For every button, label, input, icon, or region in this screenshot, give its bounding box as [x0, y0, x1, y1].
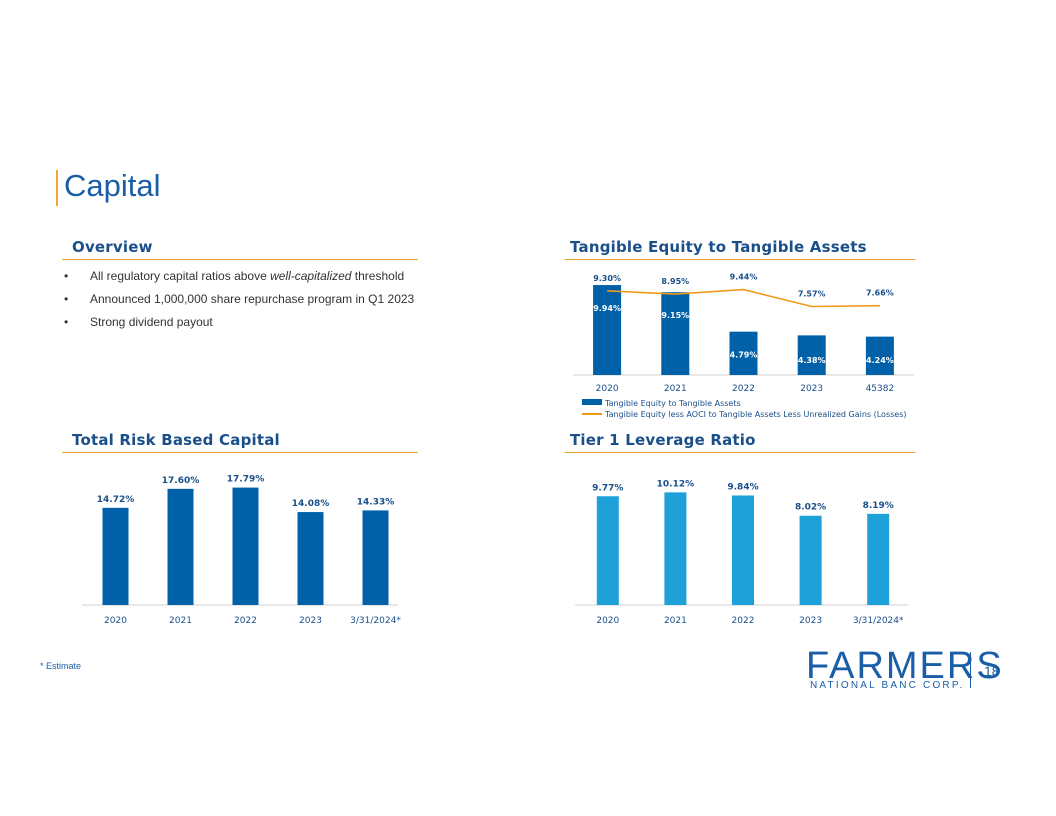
bullet-text: Strong dividend payout — [90, 315, 213, 329]
x-tick-label: 2021 — [664, 616, 687, 626]
x-tick-label: 2021 — [169, 616, 192, 626]
tier1-chart: 9.77% 2020 10.12% 2021 9.84% 2022 8.02% 2023 8.1… — [565, 455, 920, 640]
bar — [865, 336, 894, 375]
x-tick-label: 2020 — [104, 616, 127, 626]
bar-data-label: 4.38% — [798, 356, 826, 365]
tangible-equity-chart: 9.94% 2020 9.15% 2021 4.79% 2022 4.38% 2023 4.24… — [565, 262, 920, 432]
trbc-chart: 14.72% 2020 17.60% 2021 17.79% 2022 14.08% 2023… — [62, 455, 418, 640]
bullet-text: threshold — [351, 269, 405, 283]
bar — [867, 513, 890, 605]
bullet-marker: • — [64, 269, 69, 283]
bullet-emphasis: well-capitalized — [270, 269, 352, 283]
x-tick-label: 45382 — [866, 384, 895, 394]
tier1-chart-heading: Tier 1 Leverage Ratio — [570, 431, 756, 449]
x-tick-label: 2022 — [732, 616, 755, 626]
overview-bullet: • All regulatory capital ratios above wel… — [62, 268, 432, 291]
bar — [729, 331, 758, 375]
legend-swatch-bar — [582, 399, 602, 405]
x-tick-label: 2023 — [299, 616, 322, 626]
data-label: 14.33% — [357, 497, 395, 507]
bullet-text: Announced 1,000,000 share repurchase pro… — [90, 292, 415, 306]
title-accent-bar — [56, 170, 58, 206]
data-label: 9.77% — [592, 483, 623, 493]
trbc-rule — [62, 452, 418, 453]
line-data-label: 8.95% — [661, 277, 689, 286]
data-label: 8.19% — [863, 501, 894, 511]
x-tick-label: 3/31/2024* — [853, 616, 904, 626]
bullet-text: All regulatory capital ratios above — [90, 269, 271, 283]
overview-bullet: • Announced 1,000,000 share repurchase pr… — [62, 291, 432, 314]
data-label: 17.79% — [227, 475, 265, 485]
overview-bullet: • Strong dividend payout — [62, 314, 432, 337]
logo-wordmark: FARMERS — [806, 645, 1004, 687]
tier1-chart-svg: 9.77% 2020 10.12% 2021 9.84% 2022 8.02% 2023 8.1… — [575, 479, 908, 626]
bar — [593, 285, 622, 375]
line-series — [607, 288, 880, 308]
legend-label: Tangible Equity less AOCI to Tangible As… — [604, 410, 907, 419]
bar-data-label: 9.15% — [661, 311, 689, 320]
bar — [797, 335, 826, 375]
bar-data-label: 4.79% — [730, 351, 758, 360]
bar — [596, 496, 619, 605]
legend-label: Tangible Equity to Tangible Assets — [604, 399, 741, 408]
line-data-label: 7.66% — [866, 289, 894, 298]
bar — [799, 515, 822, 605]
bar — [232, 487, 259, 605]
tier1-rule — [565, 452, 915, 453]
tangible-rule — [565, 259, 915, 260]
trbc-chart-svg: 14.72% 2020 17.60% 2021 17.79% 2022 14.08% 2023… — [82, 475, 401, 626]
logo-divider — [970, 652, 971, 688]
overview-rule — [62, 259, 418, 260]
bar-data-label: 4.24% — [866, 356, 894, 365]
data-label: 8.02% — [795, 503, 826, 513]
x-tick-label: 2023 — [799, 616, 822, 626]
tangible-equity-chart-svg: 9.94% 2020 9.15% 2021 4.79% 2022 4.38% 2023 4.24… — [573, 273, 914, 419]
data-label: 10.12% — [657, 479, 695, 489]
bullet-marker: • — [64, 292, 69, 306]
logo-subtitle: NATIONAL BANC CORP. — [810, 680, 965, 691]
overview-heading: Overview — [72, 238, 153, 256]
x-tick-label: 3/31/2024* — [350, 616, 401, 626]
line-data-label: 7.57% — [798, 290, 826, 299]
data-label: 14.72% — [97, 495, 135, 505]
line-data-label: 9.44% — [730, 273, 758, 282]
page-number: 18 — [984, 663, 1000, 679]
bar — [362, 510, 389, 605]
line-data-label: 9.30% — [593, 274, 621, 283]
bar-data-label: 9.94% — [593, 304, 621, 313]
x-tick-label: 2022 — [234, 616, 257, 626]
bullet-marker: • — [64, 315, 69, 329]
x-tick-label: 2020 — [596, 616, 619, 626]
overview-bullet-list: • All regulatory capital ratios above wel… — [62, 268, 432, 337]
bar — [661, 292, 690, 375]
footnote: * Estimate — [40, 661, 82, 671]
bar — [664, 492, 687, 605]
data-label: 17.60% — [162, 476, 200, 486]
page-title: Capital — [64, 168, 161, 203]
x-tick-label: 2021 — [664, 384, 687, 394]
bar — [102, 507, 129, 605]
bar — [732, 495, 754, 605]
x-tick-label: 2023 — [800, 384, 823, 394]
trbc-chart-heading: Total Risk Based Capital — [72, 431, 280, 449]
x-tick-label: 2022 — [732, 384, 755, 394]
tangible-chart-heading: Tangible Equity to Tangible Assets — [570, 238, 867, 256]
data-label: 14.08% — [292, 499, 330, 509]
data-label: 9.84% — [727, 482, 758, 492]
bar — [167, 488, 194, 605]
bar — [297, 512, 324, 605]
x-tick-label: 2020 — [596, 384, 619, 394]
